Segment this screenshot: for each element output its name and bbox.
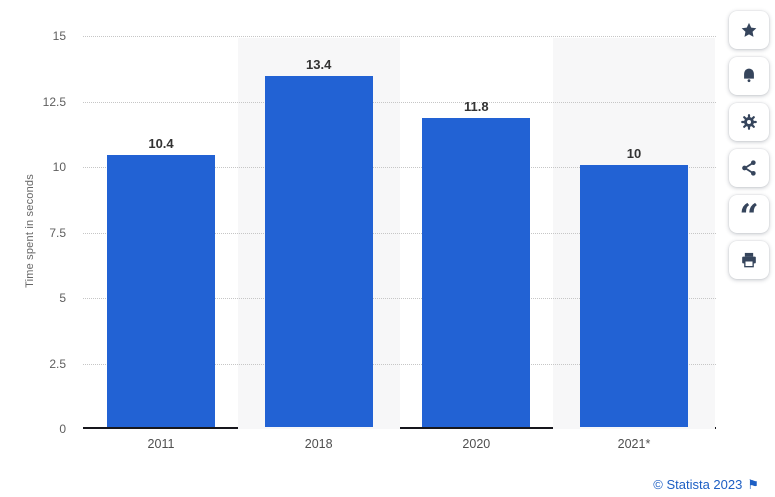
print-button[interactable] [729, 241, 769, 279]
x-axis-tick-label: 2011 [147, 437, 175, 451]
bar-2018[interactable] [264, 75, 373, 427]
y-axis-tick-label: 7.5 [49, 225, 66, 240]
bar-value-label: 11.8 [464, 98, 489, 114]
favorite-button[interactable] [729, 11, 769, 49]
y-axis-tick-label: 15 [52, 29, 66, 43]
chart-toolbar: “ [729, 11, 769, 279]
gridline [83, 298, 716, 299]
gridline [83, 36, 716, 37]
print-icon [739, 250, 759, 270]
x-axis-tick-label: 2018 [304, 437, 333, 451]
star-icon [739, 20, 759, 40]
plot-area: 10.4 2011 13.4 2018 11.8 2020 10 2021* [83, 36, 716, 451]
cite-button[interactable]: “ [729, 195, 769, 237]
settings-button[interactable] [729, 103, 769, 141]
x-axis-tick-label: 2021* [617, 437, 651, 451]
flag-icon: ⚑ [747, 477, 759, 492]
bar-2021*[interactable] [580, 165, 688, 427]
bar-2020[interactable] [422, 117, 531, 427]
y-axis-tick-label: 10 [52, 160, 66, 174]
gridline [83, 167, 716, 168]
bar-value-label: 10 [626, 146, 642, 161]
bar-value-label: 10.4 [148, 135, 174, 151]
quote-icon: “ [739, 197, 759, 237]
gridline [83, 232, 716, 234]
bar-value-label: 13.4 [306, 56, 332, 72]
notifications-button[interactable] [729, 57, 769, 95]
gridline [83, 101, 716, 103]
copyright-text: © Statista 2023 [653, 477, 743, 492]
gear-icon [739, 112, 759, 132]
bell-icon [739, 66, 759, 86]
y-axis-tick-label: 5 [59, 291, 66, 305]
gridline [83, 363, 716, 365]
share-button[interactable] [729, 149, 769, 187]
y-axis: 0 2.5 5 7.5 10 12.5 15 [0, 0, 66, 497]
y-axis-tick-label: 2.5 [49, 356, 66, 371]
bar-2011[interactable] [107, 154, 215, 427]
y-axis-tick-label: 0 [59, 422, 66, 436]
y-axis-tick-label: 12.5 [42, 94, 66, 109]
x-axis-tick-label: 2020 [462, 437, 491, 451]
statista-copyright-link[interactable]: © Statista 2023 ⚑ [653, 477, 759, 492]
share-icon [739, 158, 759, 178]
